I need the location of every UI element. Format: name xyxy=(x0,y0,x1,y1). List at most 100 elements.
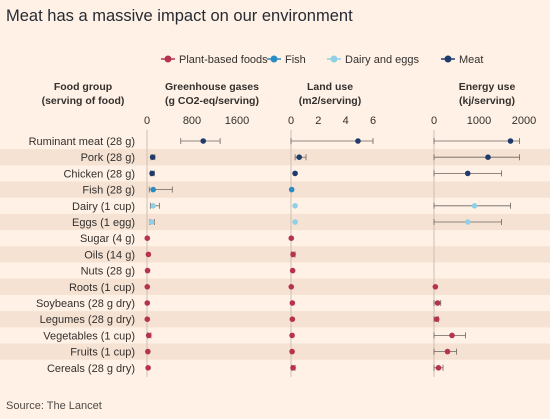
panel-1: Greenhouse gases (g CO2-eq/serving) 0 800 16… xyxy=(144,81,259,377)
data-point xyxy=(144,300,151,306)
data-point xyxy=(289,300,296,306)
data-point xyxy=(145,348,151,355)
chart-panels: Greenhouse gases (g CO2-eq/serving) 0 800 16… xyxy=(144,81,536,377)
data-point xyxy=(292,219,298,225)
legend-label-meat: Meat xyxy=(459,54,483,66)
row-label: Pork (28 g) xyxy=(81,152,135,164)
panel-3: Energy use (kj/serving) 0 1000 2000 xyxy=(431,81,536,377)
panel-title: Land use xyxy=(307,81,353,93)
tick-label: 6 xyxy=(370,115,376,127)
row-band xyxy=(0,149,550,166)
legend-marker-dairy xyxy=(330,55,338,63)
data-point xyxy=(150,186,156,193)
row-band xyxy=(0,343,550,360)
row-label: Vegetables (1 cup) xyxy=(43,330,135,342)
panel-title: Energy use xyxy=(459,81,516,93)
data-point xyxy=(149,154,156,160)
tick-label: 2000 xyxy=(512,115,536,127)
row-label: Ruminant meat (28 g) xyxy=(29,136,135,148)
data-point xyxy=(444,348,451,355)
row-label: Eggs (1 egg) xyxy=(72,217,135,229)
row-label: Sugar (4 g) xyxy=(80,233,135,245)
data-point xyxy=(144,267,151,274)
source-note: Source: The Lancet xyxy=(6,400,102,412)
panel-subtitle: (g CO2-eq/serving) xyxy=(165,95,259,107)
data-point xyxy=(144,235,151,241)
row-label: Chicken (28 g) xyxy=(63,168,135,180)
row-label: Oils (14 g) xyxy=(84,249,135,261)
row-label: Cereals (28 g dry) xyxy=(47,363,135,375)
legend-label-dairy: Dairy and eggs xyxy=(345,54,419,66)
row-band xyxy=(0,213,550,231)
legend-marker-fish xyxy=(270,55,278,63)
legend-marker-meat xyxy=(444,55,452,63)
tick-label: 1600 xyxy=(225,115,249,127)
tick-label: 0 xyxy=(144,115,150,127)
row-band xyxy=(0,181,550,198)
data-point xyxy=(290,365,296,371)
row-label: Roots (1 cup) xyxy=(69,282,135,294)
row-band xyxy=(0,278,550,295)
data-point xyxy=(449,332,455,339)
data-point xyxy=(145,332,152,339)
data-point xyxy=(355,138,361,144)
data-point xyxy=(435,365,442,371)
chart-title: Meat has a massive impact on our environ… xyxy=(6,7,353,25)
data-point xyxy=(289,316,296,323)
tick-label: 2 xyxy=(315,115,321,127)
data-point xyxy=(144,284,151,290)
data-point xyxy=(145,251,152,258)
legend-label-fish: Fish xyxy=(285,54,306,66)
panel-title: Greenhouse gases xyxy=(165,81,259,93)
legend: Plant-based foods Fish Dairy and eggs Meat xyxy=(161,54,483,66)
tick-label: 0 xyxy=(431,115,437,127)
data-point xyxy=(289,332,295,339)
data-point xyxy=(144,316,151,323)
panel-subtitle: (kj/serving) xyxy=(459,95,515,107)
data-point xyxy=(288,186,295,193)
row-label: Nuts (28 g) xyxy=(81,266,135,278)
panel-2: Land use (m2/serving) 0 2 4 6 xyxy=(288,81,376,377)
row-band xyxy=(0,311,550,328)
data-point xyxy=(289,267,296,274)
data-point xyxy=(507,138,514,144)
row-bands xyxy=(0,149,550,360)
legend-marker-plant xyxy=(164,55,172,63)
data-point xyxy=(464,170,471,177)
row-header-line2: (serving of food) xyxy=(42,95,125,107)
data-point xyxy=(292,170,298,177)
tick-label: 1000 xyxy=(467,115,491,127)
data-point xyxy=(289,348,295,355)
row-label: Legumes (28 g dry) xyxy=(40,314,135,326)
row-label: Soybeans (28 g dry) xyxy=(36,298,135,310)
tick-label: 0 xyxy=(288,115,294,127)
data-point xyxy=(290,251,296,258)
row-header-line1: Food group xyxy=(54,81,112,93)
data-point xyxy=(288,284,295,290)
tick-label: 4 xyxy=(343,115,349,127)
data-point xyxy=(471,203,478,209)
data-point xyxy=(148,219,155,225)
data-point xyxy=(200,138,207,144)
data-point xyxy=(150,203,156,209)
legend-label-plant: Plant-based foods xyxy=(179,54,268,66)
data-point xyxy=(292,203,298,209)
row-band xyxy=(0,246,550,263)
data-point xyxy=(433,316,440,323)
panel-subtitle: (m2/serving) xyxy=(299,95,361,107)
data-point xyxy=(145,365,151,371)
data-point xyxy=(434,300,441,306)
data-point xyxy=(288,235,295,241)
data-point xyxy=(485,154,491,160)
data-point xyxy=(296,154,303,160)
row-label: Fish (28 g) xyxy=(82,185,135,197)
data-point xyxy=(432,284,439,290)
row-label: Fruits (1 cup) xyxy=(70,347,135,359)
data-point xyxy=(464,219,471,225)
tick-label: 800 xyxy=(183,115,201,127)
row-label: Dairy (1 cup) xyxy=(72,201,135,213)
row-labels: Ruminant meat (28 g) Pork (28 g) Chicken (… xyxy=(29,136,135,375)
data-point xyxy=(149,170,155,177)
